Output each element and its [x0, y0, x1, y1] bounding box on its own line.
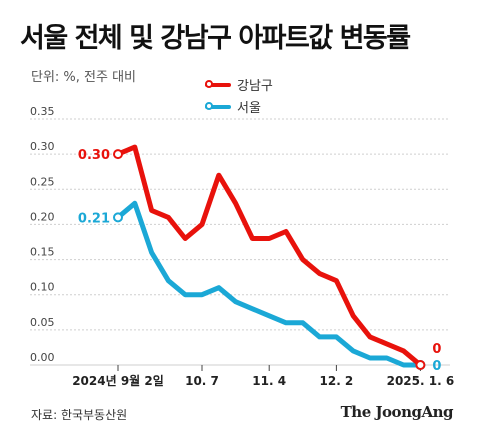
start-point-gangnam [113, 149, 123, 160]
x-tick-label: 11. 4 [252, 374, 286, 388]
legend-seoul-label: 서울 [237, 101, 261, 116]
chart-title: 서울 전체 및 강남구 아파트값 변동률 [20, 23, 411, 54]
series-line-seoul [115, 200, 423, 368]
x-tick-label: 2025. 1. 6 [387, 374, 455, 388]
x-tick-label: 12. 2 [320, 374, 354, 388]
source-label: 자료: 한국부동산원 [31, 408, 128, 422]
start-point-seoul [113, 212, 123, 223]
legend-seoul: 서울 [205, 97, 261, 116]
start-label-seoul: 0.21 [78, 211, 110, 226]
y-tick-label: 0.15 [30, 246, 55, 259]
x-tick-label: 10. 7 [185, 374, 219, 388]
series-line-gangnam [115, 144, 423, 368]
end-point-gangnam [415, 360, 426, 370]
y-tick-label: 0.10 [30, 281, 55, 294]
y-tick-label: 0.20 [30, 210, 55, 223]
legend-gangnam-swatch [205, 79, 231, 88]
y-tick-label: 0.25 [30, 175, 55, 188]
legend-gangnam-label: 강남구 [237, 79, 273, 94]
y-tick-label: 0.05 [30, 316, 55, 329]
y-tick-label: 0.00 [30, 351, 55, 364]
legend-seoul-swatch [205, 101, 231, 110]
end-label-seoul: 0 [432, 359, 441, 374]
brand-logo: The JoongAng [340, 403, 454, 421]
start-label-gangnam: 0.30 [78, 148, 110, 163]
y-tick-label: 0.30 [30, 140, 55, 153]
x-tick-label: 2024년 9월 2일 [72, 373, 164, 388]
end-label-gangnam: 0 [432, 342, 441, 357]
legend-gangnam: 강남구 [205, 75, 273, 94]
y-tick-label: 0.35 [30, 105, 55, 118]
unit-label: 단위: %, 전주 대비 [31, 70, 137, 85]
